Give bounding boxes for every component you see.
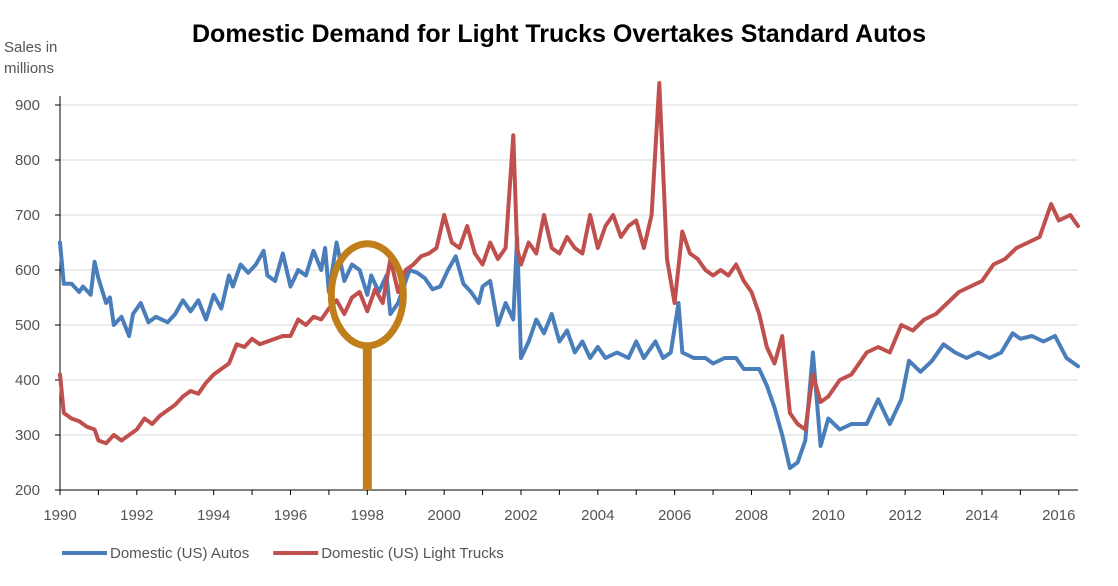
- x-tick-label-2012: 2012: [888, 507, 921, 524]
- y-tick-label-800: 800: [15, 152, 40, 169]
- series-layer: [58, 81, 1080, 470]
- y-axis: 200 300 400 500 600 700 800 900: [15, 96, 61, 499]
- x-axis: 1990 1992 1994 1996 1998 2000 2002 2004 2006 2008…: [43, 489, 1078, 524]
- x-tick-label-2016: 2016: [1042, 507, 1075, 524]
- y-tick-label-400: 400: [15, 372, 40, 389]
- series-line-light-trucks: [58, 81, 1080, 446]
- x-tick-label-2014: 2014: [965, 507, 998, 524]
- x-tick-label-1998: 1998: [351, 507, 384, 524]
- chart-title: Domestic Demand for Light Trucks Overtak…: [192, 20, 926, 48]
- x-tick-label-2006: 2006: [658, 507, 691, 524]
- x-tick-label-2010: 2010: [812, 507, 845, 524]
- y-tick-label-900: 900: [15, 97, 40, 114]
- x-tick-label-2008: 2008: [735, 507, 768, 524]
- legend-label-autos: Domestic (US) Autos: [110, 545, 249, 562]
- x-tick-label-1990: 1990: [43, 507, 76, 524]
- series-line-autos: [58, 235, 1080, 470]
- legend: Domestic (US) Autos Domestic (US) Light T…: [62, 545, 504, 562]
- x-tick-label-2002: 2002: [504, 507, 537, 524]
- y-axis-label-line-2: millions: [4, 60, 54, 77]
- y-tick-label-500: 500: [15, 317, 40, 334]
- y-axis-label-line-1: Sales in: [4, 39, 57, 56]
- y-tick-label-200: 200: [15, 482, 40, 499]
- y-tick-label-700: 700: [15, 207, 40, 224]
- x-tick-label-1994: 1994: [197, 507, 230, 524]
- y-tick-label-300: 300: [15, 427, 40, 444]
- gridlines: [60, 104, 1078, 436]
- x-tick-label-1992: 1992: [120, 507, 153, 524]
- x-tick-label-1996: 1996: [274, 507, 307, 524]
- x-tick-label-2004: 2004: [581, 507, 614, 524]
- y-tick-label-600: 600: [15, 262, 40, 279]
- legend-label-light-trucks: Domestic (US) Light Trucks: [321, 545, 504, 562]
- x-tick-label-2000: 2000: [427, 507, 460, 524]
- highlight-marker: [327, 240, 407, 490]
